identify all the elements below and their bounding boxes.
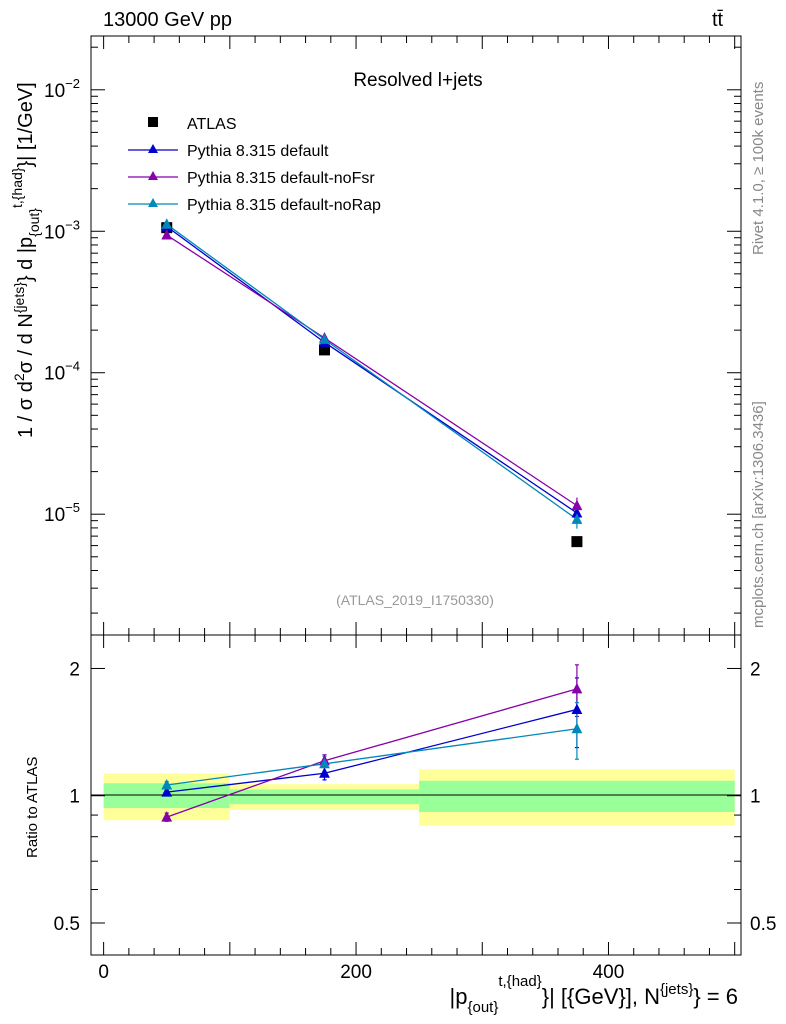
- ratio-marks: [161, 664, 583, 822]
- ratio-frame: [90, 634, 742, 956]
- ratio-point-0: [319, 767, 330, 778]
- x-tick-label: 400: [593, 962, 625, 983]
- ratio-panel: 0.5 0.5 1 1 2 2 0 200 400 Ratio to ATLAS |p{out}…: [24, 634, 776, 1016]
- main-y-axis-label: 1 / σ d2σ / d N{jets}} d |p{out}t,{had}}…: [9, 82, 42, 438]
- ratio-y-tick-label-right: 2: [750, 659, 761, 680]
- x-axis-label: |p{out}t,{had}}| [{GeV}], N{jets}} = 6: [450, 973, 738, 1016]
- legend-label-nofsr: Pythia 8.315 default-noFsr: [187, 170, 375, 187]
- ratio-y-tick-label-left: 1: [69, 787, 80, 808]
- main-y-tick-label: 10−4: [44, 359, 80, 385]
- ratio-bands: [103, 769, 735, 826]
- ratio-point-2: [319, 757, 330, 769]
- legend-entry-norap: Pythia 8.315 default-noRap: [128, 197, 381, 214]
- legend-label-norap: Pythia 8.315 default-noRap: [187, 197, 381, 214]
- uncertainty-band-inner-1: [229, 789, 420, 805]
- x-tick-label: 200: [340, 962, 372, 983]
- main-y-tick-label: 10−5: [44, 500, 80, 526]
- rivet-label: Rivet 4.1.0, ≥ 100k events: [750, 82, 767, 255]
- x-tick-label: 0: [98, 962, 109, 983]
- ratio-y-tick-label-right: 1: [750, 787, 761, 808]
- uncertainty-band-inner-2: [419, 780, 735, 813]
- data-point-3: [571, 513, 583, 524]
- process-label: tt̄: [712, 9, 724, 31]
- data-point-2: [161, 229, 173, 240]
- legend-marker-atlas: [148, 117, 158, 127]
- data-point-3: [319, 333, 330, 344]
- data-point-atlas: [571, 536, 583, 548]
- ratio-y-tick-label-left: 0.5: [54, 914, 80, 935]
- main-y-tick-label: 10−3: [44, 217, 80, 243]
- legend-label-atlas: ATLAS: [187, 116, 237, 133]
- series-line-2: [166, 234, 578, 507]
- legend-marker-norap: [148, 198, 158, 207]
- ratio-point-1: [571, 682, 583, 694]
- data-point-3: [161, 218, 173, 229]
- ratio-point-2: [161, 779, 173, 790]
- legend-marker-default: [148, 144, 158, 153]
- legend-entry-default: Pythia 8.315 default: [128, 143, 329, 160]
- ratio-point-0: [571, 703, 583, 714]
- ratio-point-1: [161, 811, 173, 822]
- main-ticks: 10−5 10−4 10−3 10−2: [44, 36, 741, 635]
- energy-label: 13000 GeV pp: [103, 9, 232, 31]
- legend: ATLAS Pythia 8.315 default Pythia 8.315 …: [128, 116, 381, 214]
- legend-label-default: Pythia 8.315 default: [187, 143, 329, 160]
- ratio-ticks: 0.5 0.5 1 1 2 2 0 200 400: [54, 635, 776, 983]
- main-marks: [161, 218, 583, 548]
- main-title: Resolved l+jets: [353, 70, 482, 91]
- ratio-point-0: [161, 786, 173, 797]
- main-panel: 10−5 10−4 10−3 10−2 Resolved l+jets (ATLAS_…: [9, 35, 742, 636]
- legend-entry-nofsr: Pythia 8.315 default-noFsr: [128, 170, 375, 187]
- legend-marker-nofsr: [148, 171, 158, 180]
- data-point-1: [571, 506, 583, 518]
- ratio-y-tick-label-right: 0.5: [750, 914, 776, 935]
- reference-label: (ATLAS_2019_I1750330): [336, 592, 494, 608]
- ratio-y-tick-label-left: 2: [69, 659, 80, 680]
- ratio-y-axis-label: Ratio to ATLAS: [24, 757, 41, 858]
- main-y-tick-label: 10−2: [44, 76, 80, 102]
- ratio-point-2: [571, 722, 583, 734]
- series-line-3: [166, 223, 578, 520]
- legend-entry-atlas: ATLAS: [148, 116, 237, 133]
- data-point-atlas: [318, 344, 330, 356]
- process-base: tt: [712, 9, 724, 31]
- mcplots-label: mcplots.cern.ch [arXiv:1306.3436]: [750, 401, 767, 628]
- data-point-2: [571, 499, 583, 511]
